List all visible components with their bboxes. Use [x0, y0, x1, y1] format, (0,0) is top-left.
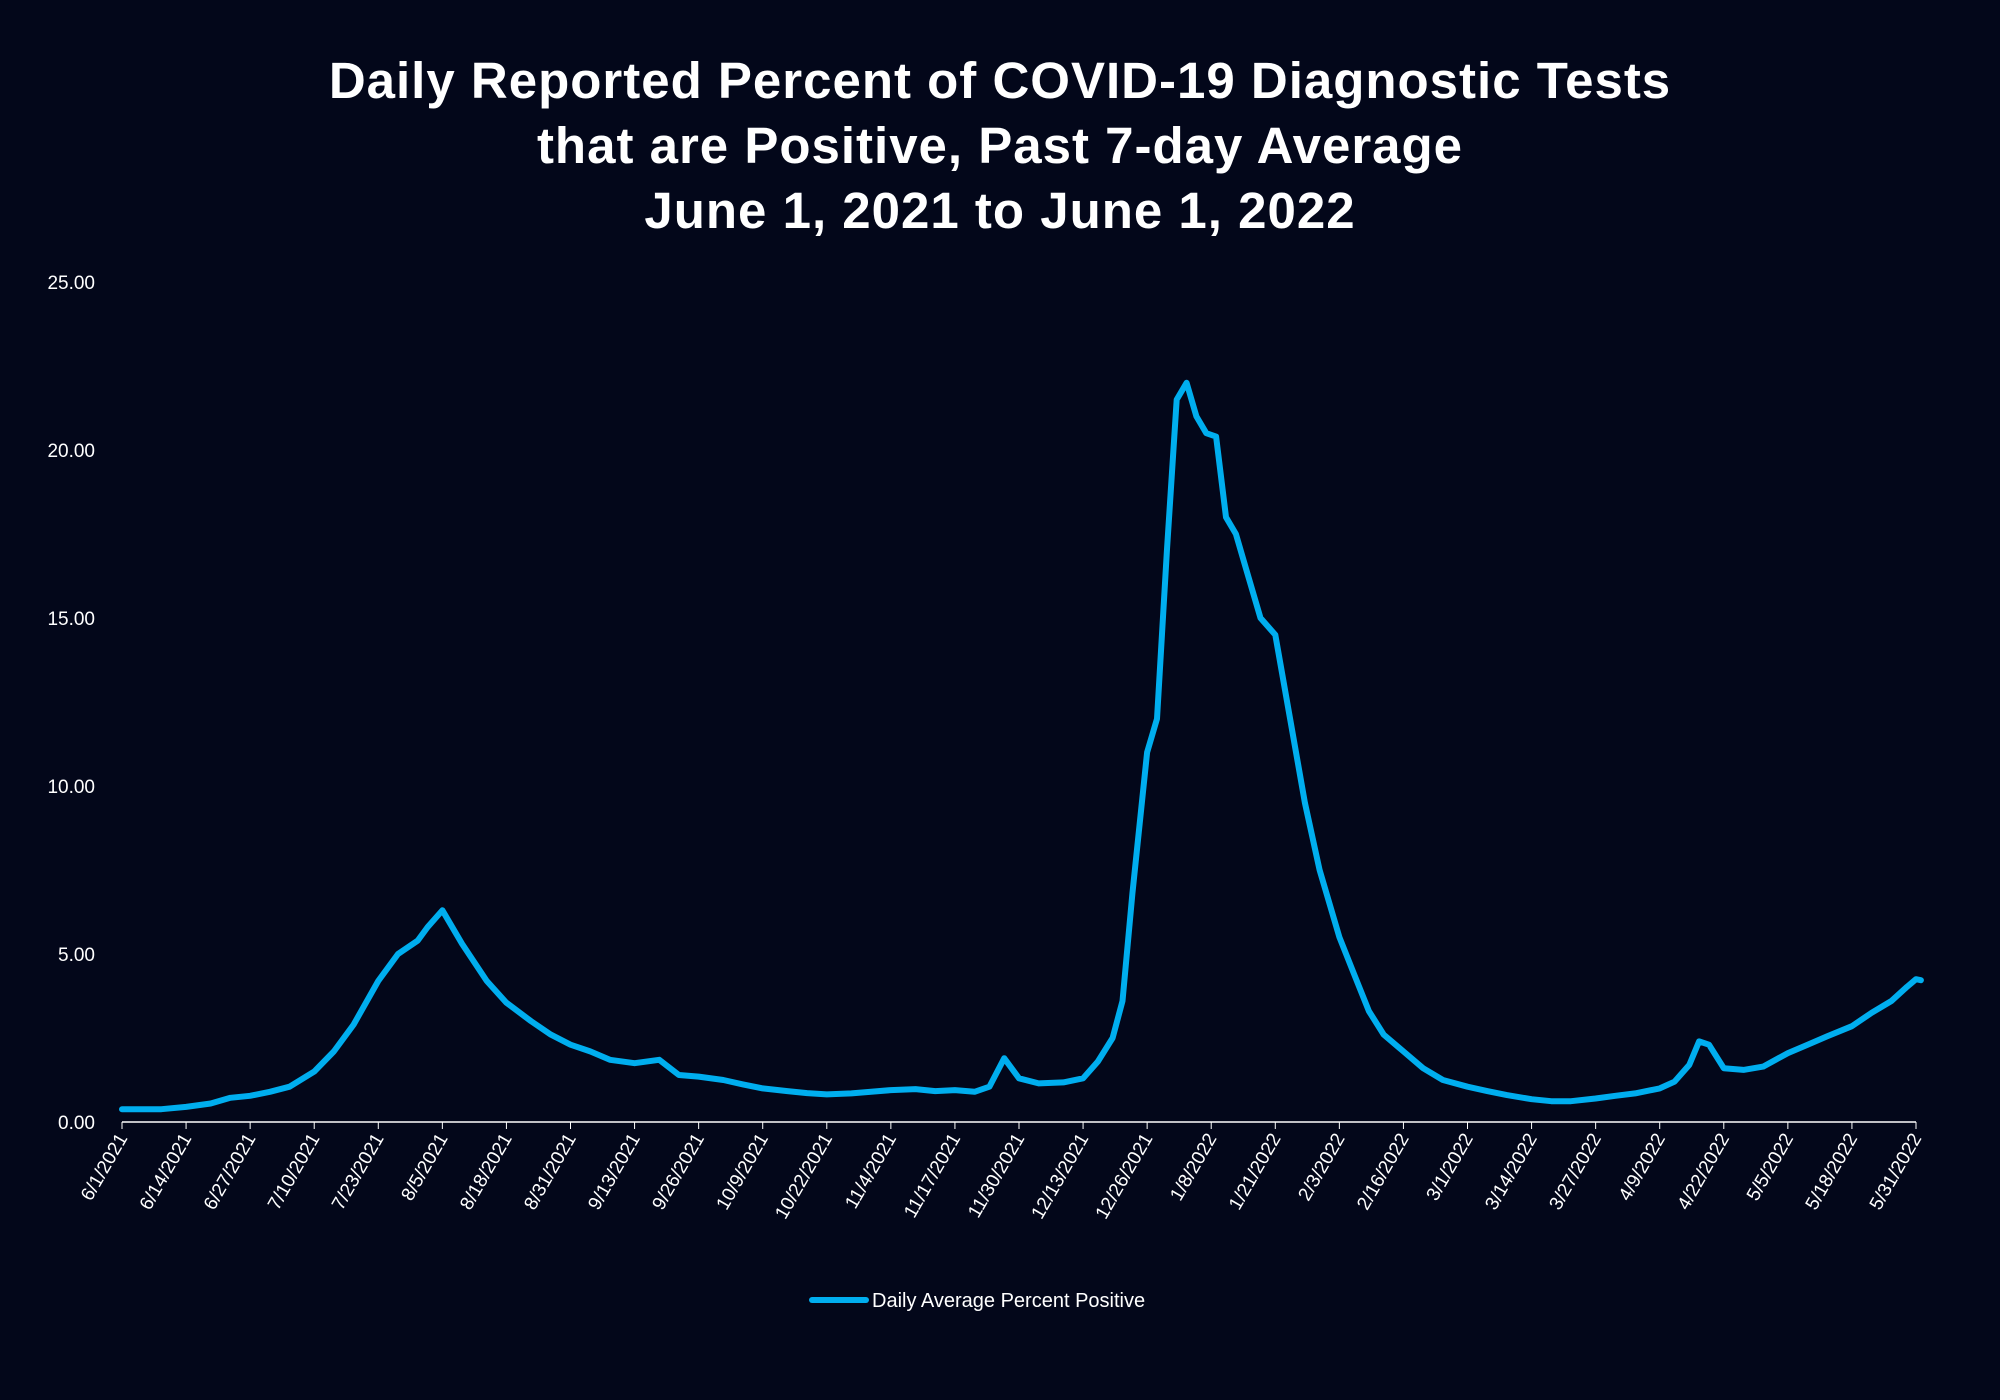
y-tick-label: 20.00	[47, 441, 95, 462]
x-tick-label: 10/9/2021	[713, 1130, 773, 1214]
x-tick-label: 3/14/2022	[1481, 1130, 1541, 1214]
x-tick-label: 12/13/2021	[1028, 1130, 1094, 1223]
x-tick-label: 6/1/2021	[77, 1130, 132, 1205]
chart-title-line-2: that are Positive, Past 7-day Average	[536, 117, 1464, 174]
x-tick-label: 11/4/2021	[841, 1130, 901, 1212]
x-tick-label: 11/17/2021	[900, 1130, 965, 1222]
x-tick-label: 2/16/2022	[1353, 1130, 1413, 1214]
y-tick-label: 25.00	[47, 273, 95, 294]
y-tick-label: 0.00	[58, 1113, 95, 1134]
x-tick-label: 7/10/2021	[264, 1130, 324, 1214]
y-tick-label: 10.00	[47, 777, 95, 798]
chart-title-line-1: Daily Reported Percent of COVID-19 Diagn…	[328, 52, 1672, 109]
chart-title-line-3: June 1, 2021 to June 1, 2022	[644, 182, 1356, 239]
x-tick-label: 8/31/2021	[520, 1130, 580, 1214]
x-tick-label: 4/22/2022	[1674, 1130, 1734, 1214]
x-tick-label: 9/13/2021	[584, 1130, 644, 1214]
x-tick-label: 9/26/2021	[649, 1130, 709, 1214]
x-tick-label: 4/9/2022	[1615, 1130, 1670, 1205]
x-tick-label: 3/27/2022	[1546, 1130, 1606, 1214]
y-tick-label: 15.00	[47, 609, 95, 630]
x-tick-label: 6/27/2021	[200, 1130, 260, 1214]
y-tick-label: 5.00	[58, 945, 95, 966]
x-tick-label: 8/5/2021	[398, 1130, 453, 1205]
x-tick-label: 6/14/2021	[136, 1130, 196, 1214]
x-tick-label: 5/18/2022	[1802, 1130, 1862, 1214]
legend-label: Daily Average Percent Positive	[872, 1290, 1145, 1312]
x-tick-label: 5/5/2022	[1743, 1130, 1798, 1205]
chart-title: Daily Reported Percent of COVID-19 Diagn…	[0, 48, 2000, 243]
x-tick-label: 3/1/2022	[1423, 1130, 1478, 1205]
x-tick-label: 12/26/2021	[1092, 1130, 1158, 1223]
x-tick-label: 10/22/2021	[771, 1130, 837, 1223]
x-tick-label: 8/18/2021	[456, 1130, 516, 1214]
x-tick-label: 5/31/2022	[1866, 1130, 1926, 1214]
series-line	[119, 379, 1924, 1113]
x-tick-label: 1/8/2022	[1166, 1130, 1221, 1205]
x-tick-label: 11/30/2021	[964, 1130, 1029, 1222]
x-tick-label: 7/23/2021	[328, 1130, 388, 1214]
x-tick-label: 2/3/2022	[1295, 1130, 1350, 1205]
x-tick-label: 1/21/2022	[1225, 1130, 1285, 1214]
